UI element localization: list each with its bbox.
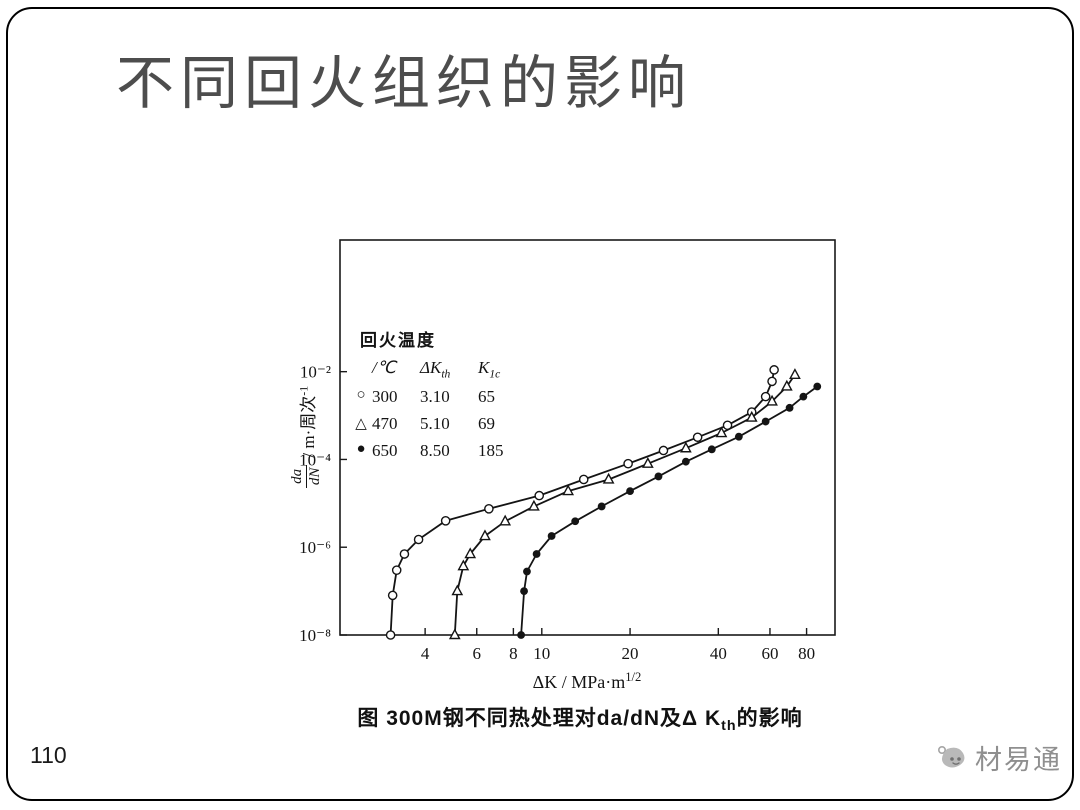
legend-dkth-650: 8.50	[420, 441, 450, 461]
dadn-fraction: da dN	[289, 464, 323, 489]
svg-text:8: 8	[509, 644, 518, 663]
legend-marker-circle-filled-icon: ●	[356, 441, 366, 458]
svg-text:10: 10	[533, 644, 550, 663]
page-number: 110	[30, 742, 67, 768]
chart-legend: 回火温度 /℃ ΔKth K1c ○ 300 3.10 65 △ 470 5.1…	[350, 326, 524, 461]
svg-text:10⁻⁸: 10⁻⁸	[299, 626, 331, 645]
y-axis-unit: / m·周次-1	[295, 385, 318, 458]
svg-text:4: 4	[421, 644, 430, 663]
legend-title: 回火温度	[360, 331, 436, 350]
legend-header-spacer	[350, 358, 372, 380]
svg-text:60: 60	[761, 644, 778, 663]
frac-denominator: dN	[305, 464, 323, 489]
svg-text:10⁻⁶: 10⁻⁶	[299, 538, 331, 557]
watermark-text: 材易通	[975, 745, 1062, 775]
svg-text:40: 40	[710, 644, 727, 663]
fatigue-crack-growth-figure: 4 6 8 10 20 40 60 80 10⁻² 10⁻⁴ 10⁻⁶ 10⁻⁸ da dN / m·…	[250, 170, 930, 750]
legend-dkth-300: 3.10	[420, 387, 450, 407]
svg-text:10⁻²: 10⁻²	[300, 363, 331, 382]
svg-text:20: 20	[622, 644, 639, 663]
svg-text:80: 80	[798, 644, 815, 663]
frac-numerator: da	[289, 468, 305, 484]
legend-k1c-470: 69	[478, 414, 495, 434]
legend-marker-triangle-open-icon: △	[355, 416, 367, 433]
y-axis-label: da dN / m·周次-1	[289, 317, 323, 557]
figure-caption: 图 300M钢不同热处理对da/dN及Δ Kth的影响	[357, 707, 803, 735]
x-axis-label: ΔK / MPa·m1/2	[532, 670, 642, 692]
legend-k1c-300: 65	[478, 387, 495, 407]
svg-text:6: 6	[472, 644, 481, 663]
legend-temp-300: 300	[372, 387, 398, 407]
legend-header-k1c: K1c	[478, 358, 501, 381]
slide-title: 不同回火组织的影响	[116, 51, 693, 116]
fatigue-crack-growth-chart: 4 6 8 10 20 40 60 80 10⁻² 10⁻⁴ 10⁻⁶ 10⁻⁸	[299, 239, 836, 663]
legend-marker-circle-open-icon: ○	[356, 387, 366, 404]
watermark: 材易通	[934, 738, 1062, 777]
legend-temp-470: 470	[372, 414, 398, 434]
legend-dkth-470: 5.10	[420, 414, 450, 434]
legend-header-dkth: ΔKth	[420, 358, 451, 381]
svg-text:10⁻⁴: 10⁻⁴	[299, 450, 331, 469]
legend-header-unit: /℃	[372, 358, 396, 377]
watermark-logo-icon	[938, 745, 965, 767]
legend-k1c-650: 185	[478, 441, 504, 461]
legend-temp-650: 650	[372, 441, 398, 461]
